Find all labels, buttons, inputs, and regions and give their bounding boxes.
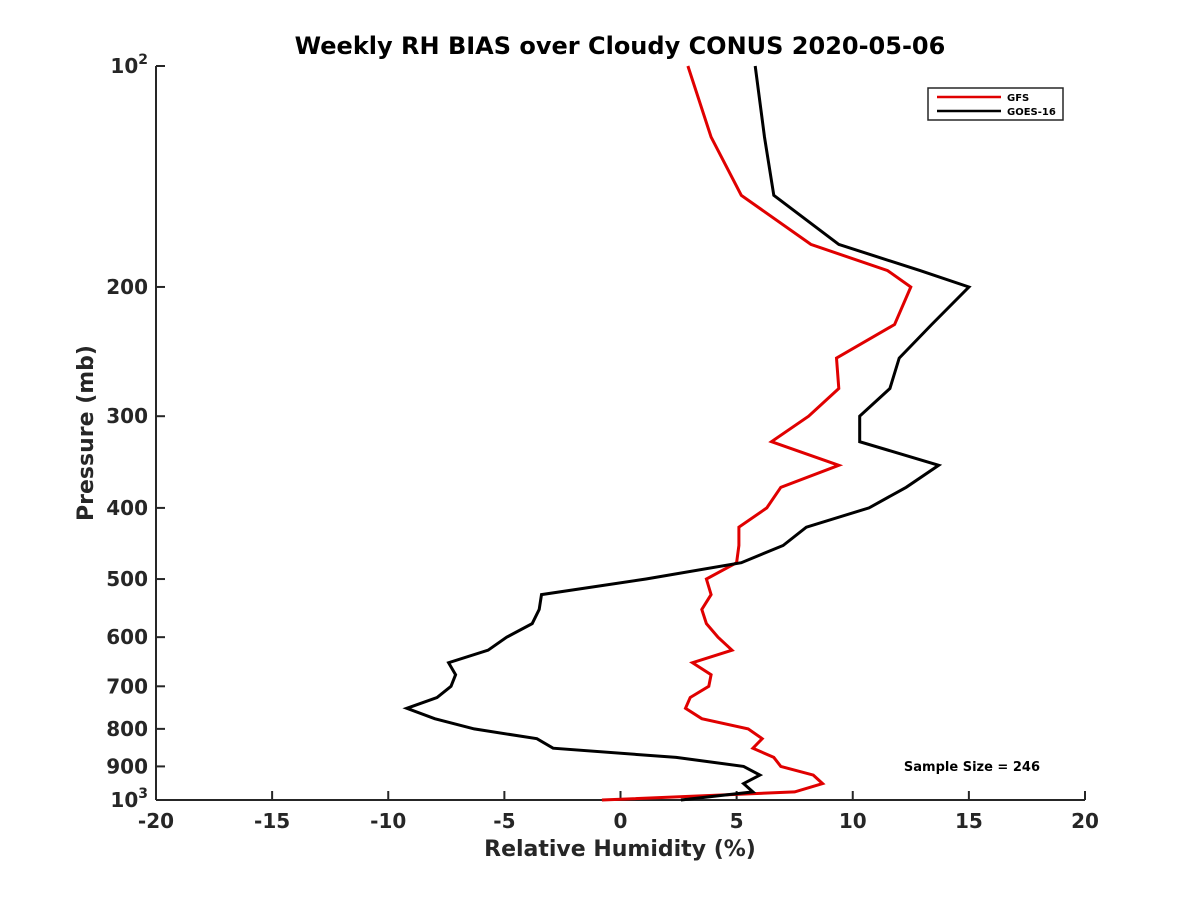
x-tick-label: -15 xyxy=(254,809,290,833)
y-tick-label: 300 xyxy=(106,404,148,428)
x-tick-label: 10 xyxy=(839,809,867,833)
y-tick-label: 103 xyxy=(110,786,148,812)
y-tick-label: 900 xyxy=(106,754,148,778)
x-tick-label: 20 xyxy=(1071,809,1099,833)
x-axis-label: Relative Humidity (%) xyxy=(484,837,756,862)
x-tick-label: 5 xyxy=(730,809,744,833)
x-tick-label: 15 xyxy=(955,809,983,833)
y-tick-label: 102 xyxy=(110,52,148,78)
y-tick-label: 500 xyxy=(106,567,148,591)
legend-label-gfs: GFS xyxy=(1007,93,1029,104)
x-tick-label: -20 xyxy=(138,809,174,833)
series-layer xyxy=(402,65,972,802)
x-tick-label: 0 xyxy=(614,809,628,833)
y-axis-ticks: 102 200 300 400 500 600 700 800 900 103 xyxy=(106,52,165,812)
y-tick-label: 800 xyxy=(106,717,148,741)
chart-title: Weekly RH BIAS over Cloudy CONUS 2020-05… xyxy=(295,32,946,60)
series-line-goes16 xyxy=(402,65,972,802)
x-tick-label: -5 xyxy=(493,809,515,833)
y-tick-label: 700 xyxy=(106,674,148,698)
series-line-gfs xyxy=(601,65,913,802)
y-axis-label: Pressure (mb) xyxy=(74,345,99,521)
y-tick-label: 200 xyxy=(106,275,148,299)
legend-box xyxy=(927,87,1064,121)
y-tick-label: 600 xyxy=(106,625,148,649)
legend-label-goes16: GOES-16 xyxy=(1007,107,1056,118)
sample-size-annotation: Sample Size = 246 xyxy=(904,760,1040,775)
x-tick-label: -10 xyxy=(370,809,406,833)
legend: GFS GOES-16 xyxy=(927,87,1064,121)
x-axis-ticks: -20 -15 -10 -5 0 5 10 15 20 xyxy=(138,791,1099,833)
y-tick-label: 400 xyxy=(106,496,148,520)
